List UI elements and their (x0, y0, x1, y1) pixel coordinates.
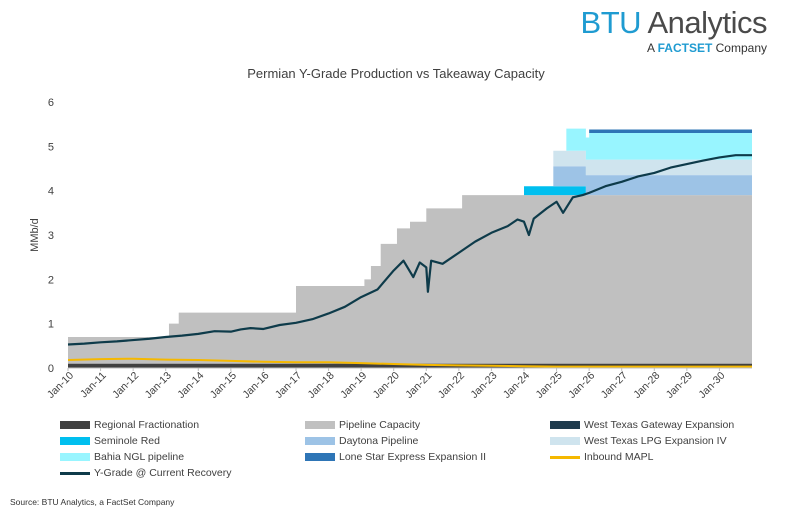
x-tick-label: Jan-13 (143, 370, 174, 401)
legend-label: Daytona Pipeline (339, 435, 419, 447)
x-tick-label: Jan-30 (696, 370, 727, 401)
legend-label: Seminole Red (94, 435, 160, 447)
legend-swatch (305, 453, 335, 461)
y-axis-label: MMb/d (29, 218, 41, 252)
x-tick-label: Jan-17 (273, 370, 304, 401)
tagline-prefix: A (646, 41, 658, 55)
legend-row: Seminole Red Daytona Pipeline West Texas L… (60, 433, 780, 449)
legend-swatch (60, 437, 90, 445)
legend-label: Bahia NGL pipeline (94, 451, 185, 463)
legend-item: Lone Star Express Expansion II (305, 451, 550, 463)
y-tick-label: 4 (48, 186, 54, 198)
legend-item: Regional Fractionation (60, 419, 305, 431)
brand-logo: BTU Analytics A FACTSET Company (580, 5, 768, 56)
legend-swatch (550, 455, 580, 459)
legend-swatch (550, 437, 580, 445)
x-tick-label: Jan-25 (534, 370, 565, 401)
legend-row: Regional Fractionation Pipeline Capacity W… (60, 417, 780, 433)
x-tick-label: Jan-14 (175, 370, 206, 401)
chart-title: Permian Y-Grade Production vs Takeaway C… (247, 66, 545, 81)
area-daytona-pipeline (68, 166, 752, 337)
y-tick-label: 5 (48, 141, 54, 153)
legend-item: West Texas LPG Expansion IV (550, 435, 780, 447)
legend-swatch (60, 421, 90, 429)
area-bahia-ngl-pipeline (68, 128, 752, 337)
legend-swatch (60, 471, 90, 475)
x-tick-label: Jan-11 (78, 370, 109, 401)
x-tick-label: Jan-28 (631, 370, 662, 401)
x-tick-label: Jan-19 (338, 370, 369, 401)
x-tick-label: Jan-18 (306, 370, 337, 401)
stacked-areas (68, 128, 752, 368)
x-tick-label: Jan-16 (240, 370, 271, 401)
legend-row: Y-Grade @ Current Recovery (60, 465, 780, 481)
tagline-suffix: Company (712, 41, 767, 55)
brand-name-analytics: Analytics (641, 5, 767, 40)
legend-item: Pipeline Capacity (305, 419, 550, 431)
line-y-grade-current-recovery (67, 154, 752, 346)
y-tick-label: 3 (48, 230, 54, 242)
y-tick-label: 6 (48, 97, 54, 109)
legend-label: Regional Fractionation (94, 419, 200, 431)
x-tick-label: Jan-23 (468, 370, 499, 401)
source-note: Source: BTU Analytics, a FactSet Company (10, 497, 175, 507)
x-tick-label: Jan-29 (664, 370, 695, 401)
legend-row: Bahia NGL pipeline Lone Star Express Expa… (60, 449, 780, 465)
brand-name-btu: BTU (580, 5, 642, 40)
chart-legend: Regional Fractionation Pipeline Capacity W… (60, 417, 780, 481)
legend-label: West Texas Gateway Expansion (584, 419, 735, 431)
legend-label: Y-Grade @ Current Recovery (94, 467, 232, 479)
legend-label: West Texas LPG Expansion IV (584, 435, 727, 447)
x-tick-label: Jan-24 (501, 370, 532, 401)
legend-label: Pipeline Capacity (339, 419, 421, 431)
brand-name: BTU Analytics (580, 5, 768, 40)
x-tick-label: Jan-26 (566, 370, 597, 401)
area-pipeline-capacity (68, 195, 752, 364)
legend-item: Daytona Pipeline (305, 435, 550, 447)
tagline-brand: FACTSET (657, 41, 713, 55)
legend-label: Inbound MAPL (584, 451, 654, 463)
y-tick-label: 1 (48, 319, 54, 331)
legend-item: Seminole Red (60, 435, 305, 447)
legend-item: West Texas Gateway Expansion (550, 419, 780, 431)
legend-swatch (305, 421, 335, 429)
x-tick-label: Jan-15 (208, 370, 239, 401)
x-tick-label: Jan-22 (436, 370, 467, 401)
legend-item: Inbound MAPL (550, 451, 780, 463)
legend-item: Y-Grade @ Current Recovery (60, 467, 305, 479)
x-tick-label: Jan-27 (599, 370, 630, 401)
x-tick-label: Jan-21 (403, 370, 434, 401)
legend-swatch (550, 421, 580, 429)
area-west-texas-lpg-expansion-iv (68, 150, 752, 337)
x-tick-label: Jan-12 (110, 370, 141, 401)
legend-item: Bahia NGL pipeline (60, 451, 305, 463)
line-inbound-mapl (67, 357, 752, 368)
series-lines (67, 154, 752, 368)
x-tick-label: Jan-20 (371, 370, 402, 401)
brand-tagline: A FACTSET Company (581, 41, 767, 55)
legend-swatch (305, 437, 335, 445)
y-tick-label: 0 (48, 363, 54, 375)
legend-label: Lone Star Express Expansion II (339, 451, 487, 463)
legend-swatch (60, 453, 90, 461)
y-tick-label: 2 (48, 274, 54, 286)
